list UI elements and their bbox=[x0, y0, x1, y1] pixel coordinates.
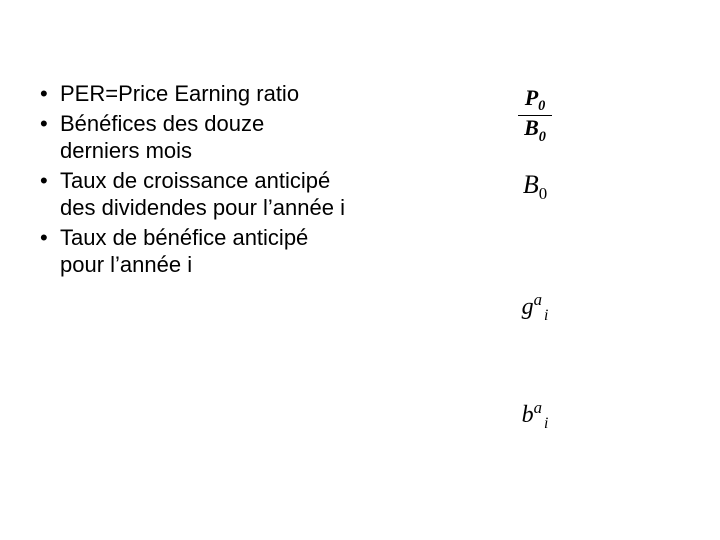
bullet-text: Bénéfices des douze derniers mois bbox=[60, 111, 264, 164]
formula-ba-i: bai bbox=[395, 398, 675, 433]
var-subscript: i bbox=[544, 307, 548, 324]
bullet-list: PER=Price Earning ratio Bénéfices des do… bbox=[40, 80, 345, 279]
var-superscript: a bbox=[534, 290, 542, 309]
formula-ga-i: gai bbox=[395, 290, 675, 325]
bullet-item: Taux de croissance anticipé des dividend… bbox=[40, 167, 345, 222]
left-column: PER=Price Earning ratio Bénéfices des do… bbox=[40, 80, 345, 281]
bullet-text: Taux de bénéfice anticipé pour l’année i bbox=[60, 225, 308, 278]
bullet-text: Taux de croissance anticipé des dividend… bbox=[60, 168, 345, 221]
bullet-text: PER=Price Earning ratio bbox=[60, 81, 299, 106]
var-base: B bbox=[524, 115, 539, 140]
bullet-item: Bénéfices des douze derniers mois bbox=[40, 110, 345, 165]
var-subscript: 0 bbox=[539, 184, 547, 203]
bullet-item: Taux de bénéfice anticipé pour l’année i bbox=[40, 224, 345, 279]
fraction-numerator: P0 bbox=[518, 86, 552, 116]
slide: PER=Price Earning ratio Bénéfices des do… bbox=[0, 0, 720, 540]
var-subscript: 0 bbox=[538, 98, 545, 114]
var-base: g bbox=[522, 294, 534, 320]
fraction-denominator: B0 bbox=[518, 116, 552, 145]
var-base: B bbox=[523, 170, 539, 199]
var-base: b bbox=[522, 402, 534, 428]
fraction: P0 B0 bbox=[518, 86, 552, 145]
formula-per-fraction: P0 B0 bbox=[395, 86, 675, 145]
formula-b0: B0 bbox=[395, 170, 675, 204]
bullet-item: PER=Price Earning ratio bbox=[40, 80, 345, 108]
var-superscript: a bbox=[534, 398, 542, 417]
var-subscript: 0 bbox=[539, 129, 546, 145]
var-subscript: i bbox=[544, 415, 548, 432]
var-base: P bbox=[525, 85, 538, 110]
